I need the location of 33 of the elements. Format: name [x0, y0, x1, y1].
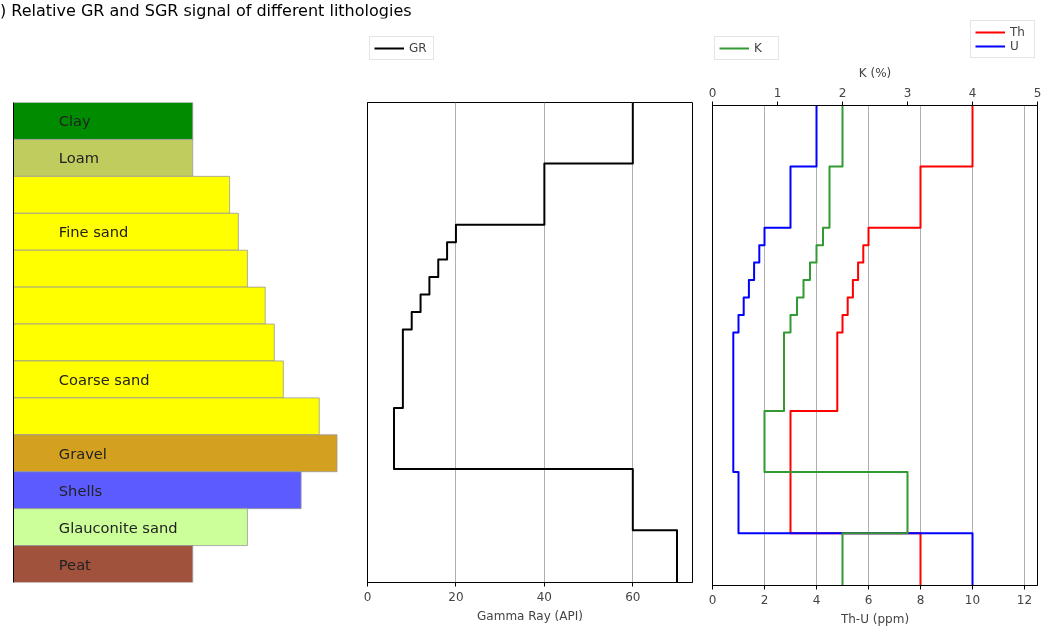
legend-label: Th	[1010, 25, 1026, 39]
category-label: Peat	[58, 555, 91, 573]
x-tick-label: 0	[363, 589, 372, 604]
x2-tick-label: 5	[1033, 85, 1042, 100]
category-label: Glauconite sand	[58, 518, 178, 536]
category-label: Gravel	[58, 444, 107, 462]
category-label: Coarse sand	[58, 370, 150, 388]
legend-label: K	[754, 41, 763, 55]
x-tick-label: 6	[864, 592, 873, 607]
x-tick-label: 4	[812, 592, 821, 607]
legend-label: GR	[409, 41, 428, 55]
chart-title: ) Relative GR and SGR signal of different lithologies	[0, 0, 412, 22]
x-tick-label: 8	[916, 592, 925, 607]
x2-tick-label: 4	[968, 85, 977, 100]
x2-tick-label: 3	[903, 85, 912, 100]
x-tick-label: 0	[708, 592, 717, 607]
x-tick-label: 20	[448, 589, 464, 604]
x2-axis-title: K (%)	[858, 65, 892, 80]
category-label: Loam	[58, 149, 99, 167]
x-tick-label: 10	[964, 592, 981, 607]
x2-tick-label: 1	[773, 85, 782, 100]
category-label: Clay	[58, 112, 91, 130]
category-label: Fine sand	[58, 223, 129, 241]
x-tick-label: 40	[536, 589, 553, 604]
x-axis-title: Th-U (ppm)	[839, 611, 910, 626]
x-axis-title: Gamma Ray (API)	[477, 608, 583, 623]
x-tick-label: 60	[625, 589, 641, 604]
category-label: Shells	[58, 481, 103, 499]
x2-tick-label: 0	[708, 85, 717, 100]
x-tick-label: 2	[760, 592, 769, 607]
x-tick-label: 12	[1016, 592, 1033, 607]
legend-label: U	[1010, 39, 1020, 53]
x2-tick-label: 2	[838, 85, 847, 100]
